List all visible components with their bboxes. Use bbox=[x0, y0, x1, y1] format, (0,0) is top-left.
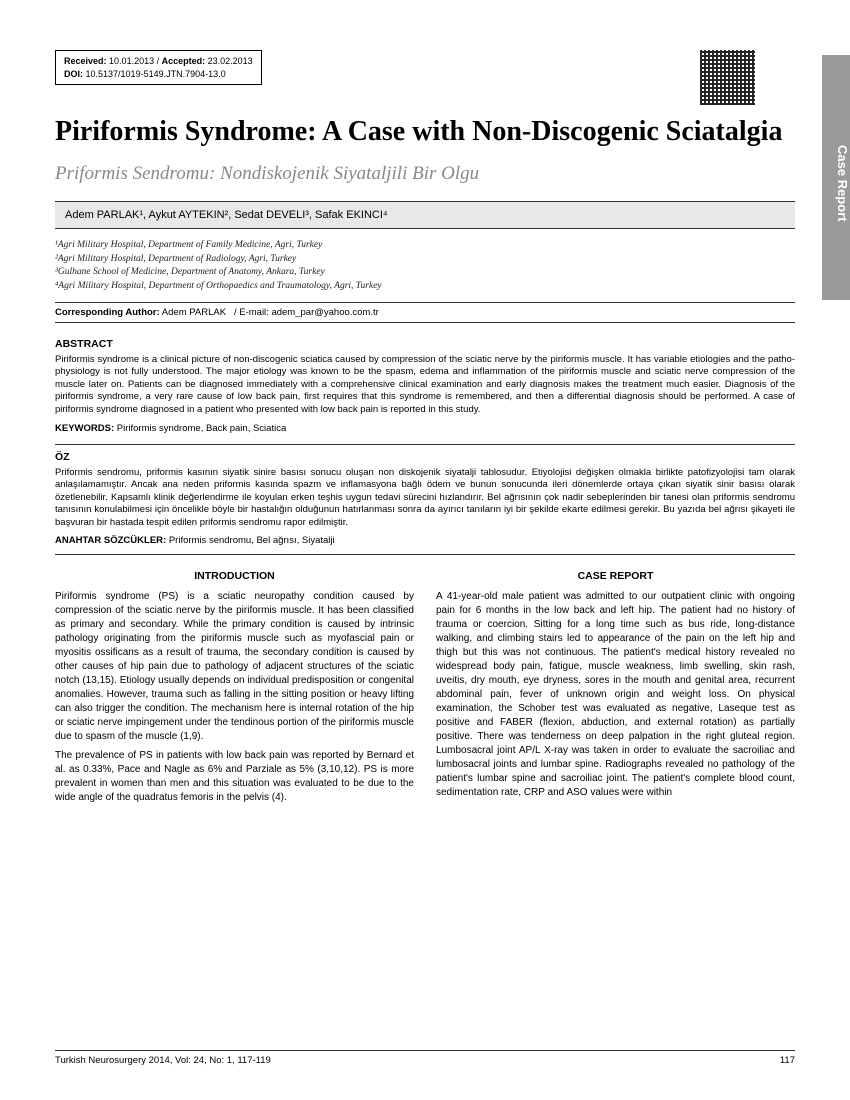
anahtar-line: ANAHTAR SÖZCÜKLER: Priformis sendromu, B… bbox=[55, 535, 795, 555]
keywords-line: KEYWORDS: Piriformis syndrome, Back pain… bbox=[55, 423, 795, 434]
received-box: Received: 10.01.2013 / Accepted: 23.02.2… bbox=[55, 50, 262, 85]
content-columns: INTRODUCTION Piriformis syndrome (PS) is… bbox=[55, 569, 795, 810]
doi-label: DOI: bbox=[64, 69, 83, 79]
doi-value: 10.5137/1019-5149.JTN.7904-13.0 bbox=[86, 69, 226, 79]
case-report-heading: CASE REPORT bbox=[436, 569, 795, 584]
affiliation-3: ³Gulhane School of Medicine, Department … bbox=[55, 266, 795, 280]
corresponding-name: Adem PARLAK bbox=[162, 307, 226, 318]
article-subtitle: Priformis Sendromu: Nondiskojenik Siyata… bbox=[55, 163, 795, 185]
authors-box: Adem PARLAK¹, Aykut AYTEKIN², Sedat DEVE… bbox=[55, 201, 795, 229]
email-label: / E-mail: bbox=[234, 307, 269, 318]
case-paragraph-1: A 41-year-old male patient was admitted … bbox=[436, 590, 795, 800]
anahtar-label: ANAHTAR SÖZCÜKLER: bbox=[55, 535, 166, 546]
column-left: INTRODUCTION Piriformis syndrome (PS) is… bbox=[55, 569, 414, 810]
keywords-value: Piriformis syndrome, Back pain, Sciatica bbox=[117, 423, 286, 434]
page-footer: Turkish Neurosurgery 2014, Vol: 24, No: … bbox=[55, 1050, 795, 1066]
received-date: 10.01.2013 bbox=[109, 56, 154, 66]
corresponding-author: Corresponding Author: Adem PARLAK / E-ma… bbox=[55, 302, 795, 323]
keywords-label: KEYWORDS: bbox=[55, 423, 114, 434]
qr-code-icon bbox=[700, 50, 755, 105]
affiliation-4: ⁴Agri Military Hospital, Department of O… bbox=[55, 280, 795, 294]
authors-line: Adem PARLAK¹, Aykut AYTEKIN², Sedat DEVE… bbox=[65, 209, 388, 221]
side-tab: Case Report bbox=[822, 55, 850, 300]
footer-citation: Turkish Neurosurgery 2014, Vol: 24, No: … bbox=[55, 1055, 271, 1066]
corresponding-email: adem_par@yahoo.com.tr bbox=[271, 307, 378, 318]
corresponding-label: Corresponding Author: bbox=[55, 307, 160, 318]
oz-heading: ÖZ bbox=[55, 444, 795, 463]
abstract-heading: ABSTRACT bbox=[55, 338, 795, 350]
abstract-body: Piriformis syndrome is a clinical pictur… bbox=[55, 354, 795, 417]
affiliation-2: ²Agri Military Hospital, Department of R… bbox=[55, 253, 795, 267]
received-label: Received: bbox=[64, 56, 107, 66]
affiliation-1: ¹Agri Military Hospital, Department of F… bbox=[55, 239, 795, 253]
article-title: Piriformis Syndrome: A Case with Non-Dis… bbox=[55, 115, 795, 149]
oz-body: Priformis sendromu, priformis kasının si… bbox=[55, 467, 795, 530]
introduction-heading: INTRODUCTION bbox=[55, 569, 414, 584]
page-number: 117 bbox=[780, 1055, 795, 1066]
accepted-label: Accepted: bbox=[162, 56, 206, 66]
column-right: CASE REPORT A 41-year-old male patient w… bbox=[436, 569, 795, 810]
intro-paragraph-2: The prevalence of PS in patients with lo… bbox=[55, 749, 414, 805]
affiliations: ¹Agri Military Hospital, Department of F… bbox=[55, 239, 795, 294]
intro-paragraph-1: Piriformis syndrome (PS) is a sciatic ne… bbox=[55, 590, 414, 744]
accepted-date: 23.02.2013 bbox=[208, 56, 253, 66]
anahtar-value: Priformis sendromu, Bel ağrısı, Siyatalj… bbox=[169, 535, 335, 546]
